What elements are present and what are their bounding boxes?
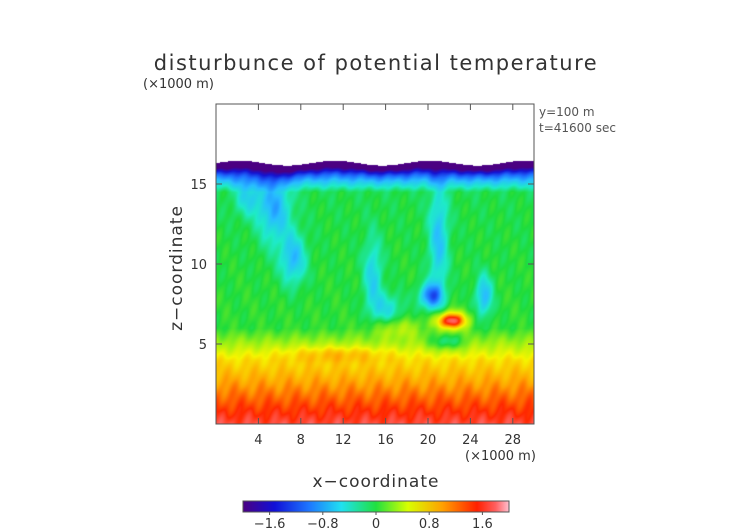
z-tick-label: 15: [190, 178, 207, 193]
colorbar-tick-label: −0.8: [307, 517, 339, 532]
colorbar-gradient: [243, 501, 509, 512]
colorbar: −1.6 −0.8 0 0.8 1.6: [242, 500, 510, 532]
colorbar-tick-label: 0: [372, 517, 380, 532]
z-axis-label: z−coordinate: [167, 205, 187, 331]
colorbar-tick-label: 0.8: [419, 517, 440, 532]
colorbar-tick-label: −1.6: [254, 517, 286, 532]
x-tick-label: 28: [505, 433, 522, 448]
chart-title: disturbunce of potential temperature: [154, 51, 598, 75]
colorbar-tick-label: 1.6: [472, 517, 493, 532]
annotation-t: t=41600 sec: [539, 121, 616, 135]
z-ticks: 5 10 15: [190, 178, 534, 353]
z-tick-label: 10: [190, 258, 207, 273]
x-tick-label: 24: [462, 433, 479, 448]
colorbar-ticks: −1.6 −0.8 0 0.8 1.6: [254, 512, 493, 532]
x-unit-label: (×1000 m): [465, 449, 536, 464]
heatmap-image: [216, 104, 534, 424]
x-axis-label: x−coordinate: [313, 472, 440, 492]
x-tick-label: 12: [335, 433, 352, 448]
x-tick-label: 8: [297, 433, 305, 448]
x-ticks: 4 8 12 16 20 24 28: [254, 104, 521, 448]
z-tick-label: 5: [199, 338, 207, 353]
x-tick-label: 20: [420, 433, 437, 448]
annotation-y: y=100 m: [539, 105, 595, 119]
x-tick-label: 16: [377, 433, 394, 448]
x-tick-label: 4: [254, 433, 262, 448]
z-unit-label: (×1000 m): [143, 77, 214, 92]
plot-area: 4 8 12 16 20 24 28 5 10 15: [190, 103, 535, 448]
